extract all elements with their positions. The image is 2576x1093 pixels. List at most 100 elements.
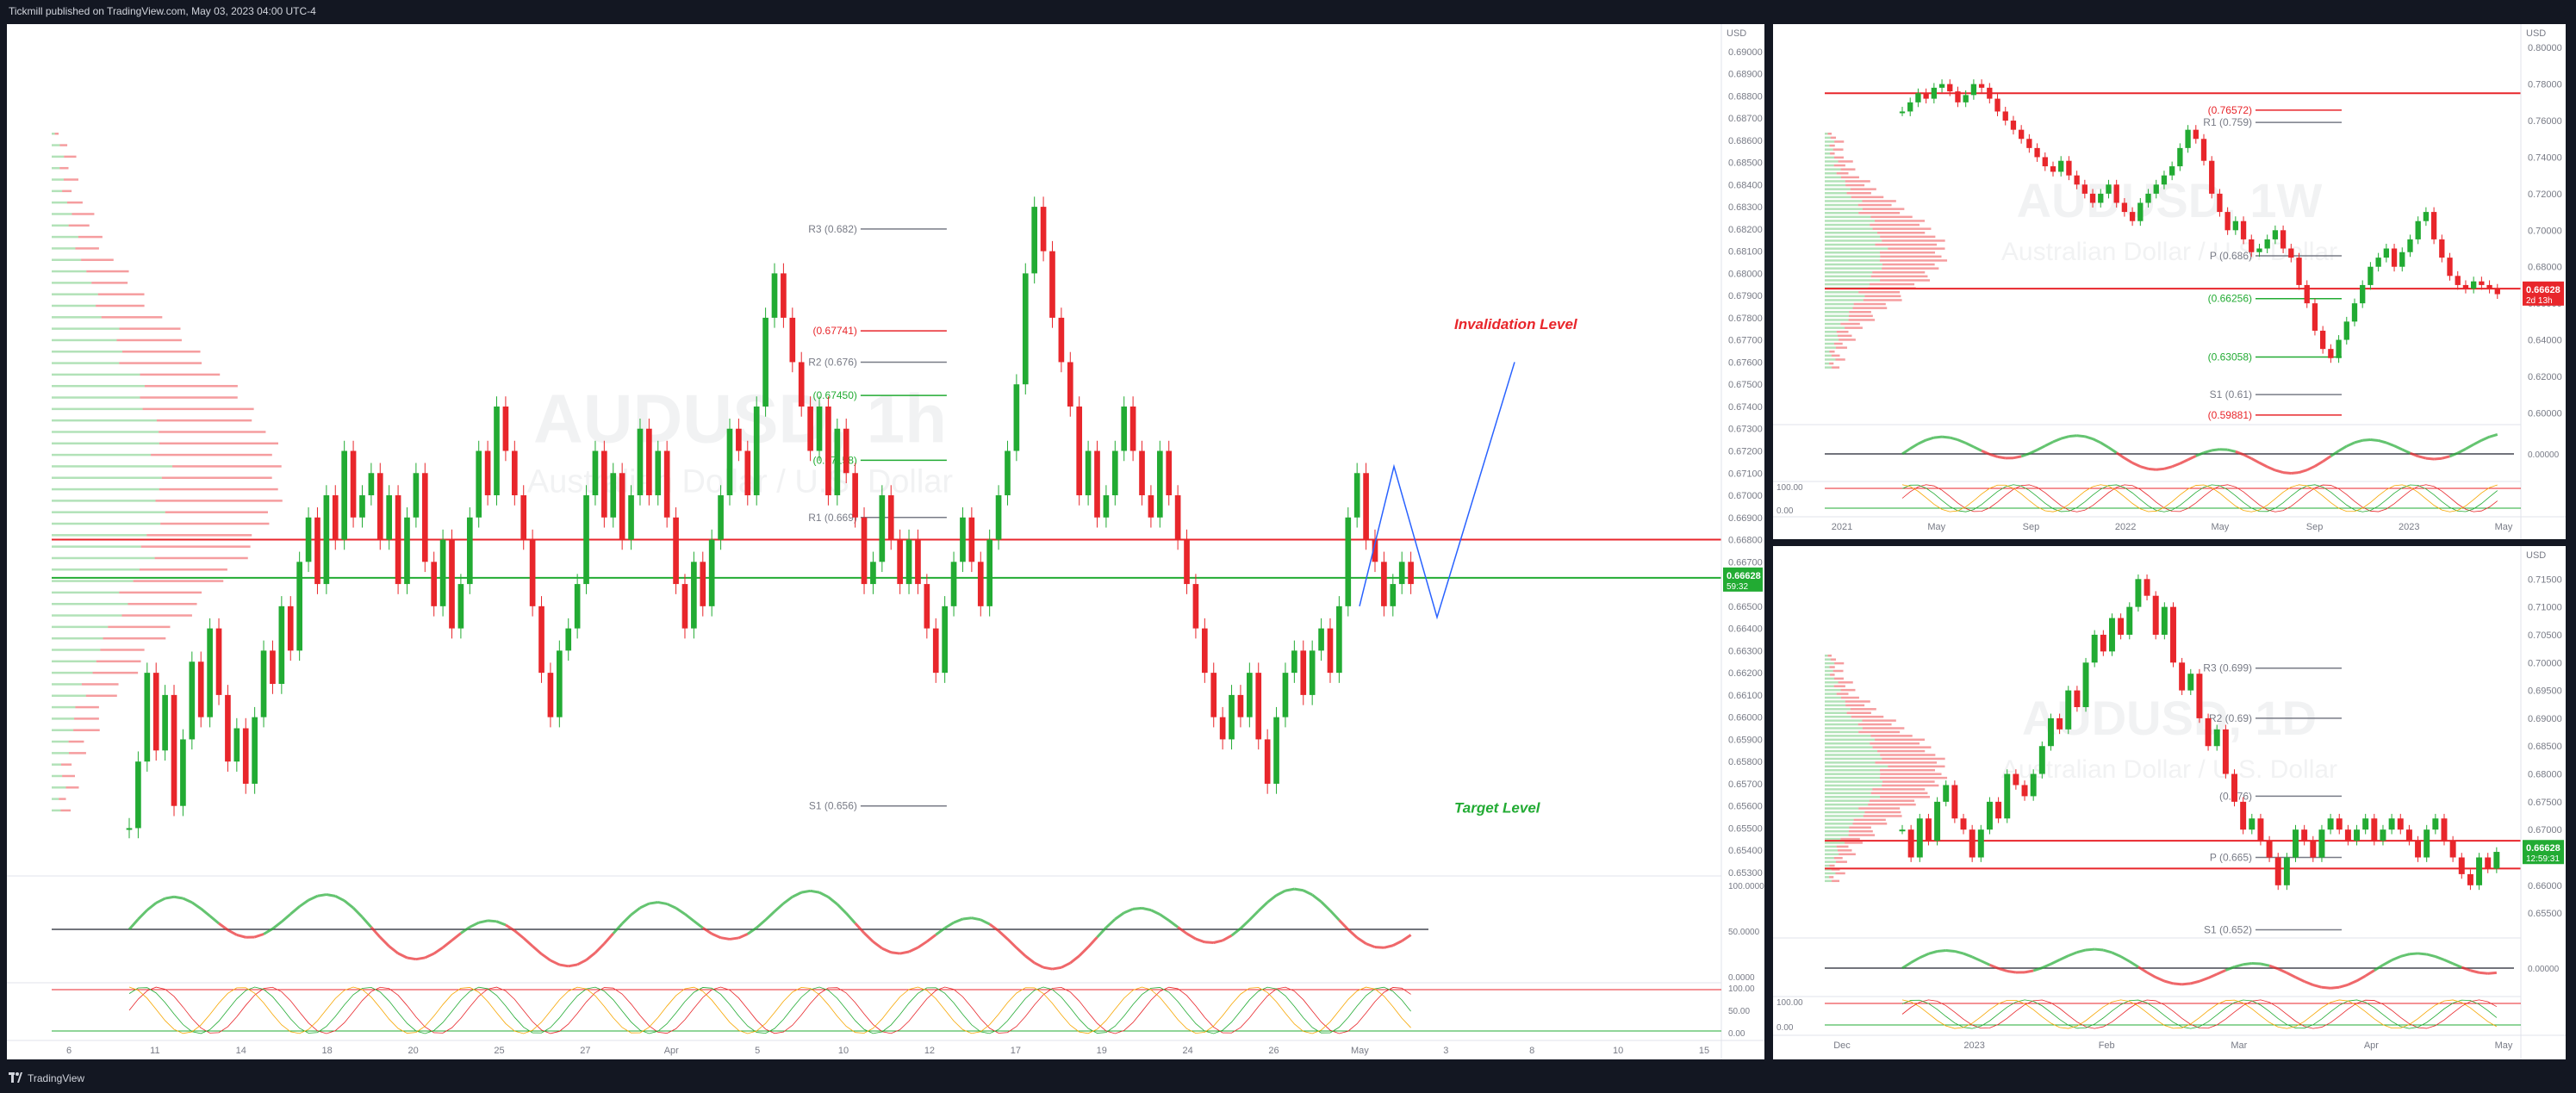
- weekly-candle-body: [2391, 248, 2398, 267]
- main-osc-segment: [594, 942, 606, 954]
- main-watermark-subtitle: Australian Dollar / U.S. Dollar: [527, 464, 954, 500]
- main-osc-segment: [935, 927, 946, 936]
- daily-vp-bar-up: [1825, 818, 1854, 822]
- weekly-osc-segment: [2306, 464, 2316, 472]
- main-vp-bar-down: [81, 258, 114, 261]
- daily-osc-segment: [2234, 963, 2244, 968]
- main-candle-body: [574, 584, 581, 629]
- main-price-tick: 0.68500: [1728, 158, 1763, 169]
- main-time-tick: May: [1351, 1046, 1369, 1056]
- main-projection-path: [1359, 362, 1515, 620]
- daily-vp-bar-up: [1825, 849, 1838, 852]
- daily-osc-segment: [2286, 972, 2297, 978]
- chart-panel-1w[interactable]: AUDUSD, 1W Australian Dollar / U.S. Dolla…: [1773, 24, 2566, 539]
- publisher-bar: Tickmill published on TradingView.com, M…: [0, 0, 2576, 22]
- main-vp-bar-up: [52, 809, 61, 812]
- main-vp-bar-down: [59, 166, 69, 170]
- chart-panel-1d[interactable]: AUDUSD, 1D Australian Dollar / U.S. Dolla…: [1773, 546, 2566, 1059]
- weekly-vp-bar-up: [1825, 156, 1834, 159]
- daily-osc-segment: [1928, 950, 1938, 955]
- weekly-osc-segment: [2092, 438, 2101, 444]
- main-price-tick: 0.69000: [1728, 47, 1763, 58]
- main-candle-body: [673, 517, 679, 585]
- weekly-currency-label: USD: [2526, 28, 2546, 39]
- weekly-vp-bar-down: [1840, 322, 1860, 326]
- main-osc-segment: [478, 919, 488, 924]
- daily-candle-body: [2293, 829, 2299, 858]
- main-vp-bar-down: [66, 201, 83, 204]
- main-candle-body: [1300, 650, 1307, 695]
- main-vp-bar-down: [159, 431, 266, 433]
- daily-vp-bar-up: [1825, 757, 1882, 761]
- weekly-osc-segment: [2330, 450, 2340, 457]
- main-candle-body: [1210, 673, 1217, 717]
- daily-candle-body: [1925, 818, 1932, 841]
- main-vp-bar-up: [52, 144, 60, 146]
- weekly-vp-bar-down: [1870, 275, 1928, 278]
- weekly-osc-segment: [2028, 449, 2038, 456]
- weekly-vp-bar-up: [1825, 366, 1832, 369]
- daily-vp-bar-down: [1830, 658, 1837, 661]
- chart-1w-svg[interactable]: AUDUSD, 1W Australian Dollar / U.S. Dolla…: [1773, 24, 2566, 539]
- main-candle-body: [1282, 673, 1289, 717]
- daily-vp-bar-down: [1840, 688, 1856, 692]
- main-osc-segment: [550, 959, 560, 966]
- weekly-candle-body: [2280, 230, 2287, 249]
- weekly-vp-bar-down: [1849, 311, 1871, 314]
- main-candle-body: [1022, 273, 1029, 385]
- main-vp-bar-up: [52, 545, 141, 548]
- main-vp-bar-up: [52, 488, 159, 491]
- main-candle-body: [932, 628, 939, 674]
- main-osc-segment: [263, 928, 274, 935]
- weekly-vp-bar-up: [1825, 172, 1837, 175]
- main-candle-body: [700, 562, 706, 606]
- daily-vp-bar-up: [1825, 685, 1834, 687]
- main-osc-segment: [711, 932, 722, 940]
- main-time-tick: 27: [580, 1046, 590, 1056]
- weekly-candle-body: [2256, 248, 2262, 252]
- main-osc-segment: [1303, 889, 1313, 897]
- daily-candle-body: [1899, 829, 1906, 832]
- main-price-tick: 0.68000: [1728, 269, 1763, 279]
- main-candle-body: [1398, 562, 1405, 585]
- daily-price-tick: 0.68500: [2528, 742, 2562, 752]
- main-candle-body: [861, 517, 868, 585]
- main-candle-body: [1273, 717, 1279, 784]
- footer-bar: TradingView: [0, 1065, 2576, 1093]
- main-candle-body: [538, 605, 544, 674]
- weekly-vp-bar-up: [1825, 220, 1876, 222]
- main-candle-body: [368, 473, 375, 496]
- weekly-osc-segment: [2203, 449, 2212, 455]
- main-candle-body: [1174, 495, 1181, 540]
- main-annotation: Invalidation Level: [1454, 316, 1578, 332]
- main-pivot-label: R1 (0.669): [808, 512, 857, 524]
- main-vp-bar-down: [156, 419, 252, 422]
- weekly-vp-bar-down: [1870, 223, 1920, 227]
- daily-vp-bar-down: [1831, 868, 1840, 871]
- weekly-vp-bar-up: [1825, 232, 1878, 234]
- main-osc-segment: [800, 889, 811, 894]
- daily-osc-segment: [2007, 969, 2017, 974]
- chart-panel-1h[interactable]: AUDUSD, 1h Australian Dollar / U.S. Dolla…: [7, 24, 1764, 1059]
- weekly-vp-bar-up: [1825, 283, 1870, 286]
- daily-vp-bar-down: [1834, 661, 1845, 665]
- main-time-tick: 15: [1699, 1046, 1709, 1056]
- main-time-tick: 5: [755, 1046, 760, 1056]
- main-osc-segment: [988, 922, 999, 932]
- daily-vp-bar-up: [1825, 876, 1830, 879]
- main-vp-bar-up: [52, 224, 69, 227]
- main-candle-body: [197, 661, 204, 717]
- main-osc-segment: [370, 926, 382, 939]
- daily-osc-segment: [2076, 948, 2087, 954]
- daily-osc-segment: [2163, 979, 2174, 985]
- weekly-vp-bar-up: [1825, 152, 1831, 155]
- weekly-candle-body: [2169, 166, 2175, 176]
- main-osc-segment: [1347, 928, 1359, 939]
- weekly-osc-segment: [2448, 451, 2459, 458]
- main-vp-bar-up: [52, 213, 72, 215]
- main-vp-bar-down: [74, 717, 99, 720]
- main-candle-body: [270, 650, 276, 685]
- daily-vp-bar-down: [1872, 746, 1932, 748]
